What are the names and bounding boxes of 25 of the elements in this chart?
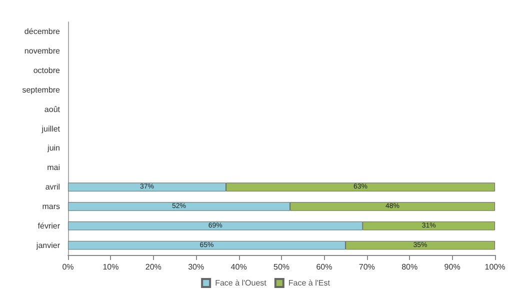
legend-label: Face à l'Ouest — [215, 278, 268, 288]
y-tick-label: novembre — [24, 46, 61, 56]
x-tick-label: 70% — [358, 262, 375, 272]
y-tick-label: octobre — [33, 66, 61, 76]
y-tick-label: juillet — [40, 124, 61, 134]
y-tick-label: juin — [46, 144, 60, 153]
x-tick-label: 10% — [102, 262, 119, 272]
y-tick-label: avril — [45, 182, 60, 192]
x-tick-label: 30% — [188, 262, 204, 272]
y-tick-label: décembre — [24, 27, 61, 36]
y-tick-label: août — [44, 104, 61, 114]
y-tick-label: septembre — [22, 85, 61, 94]
x-tick-label: 40% — [230, 262, 247, 272]
x-tick-label: 80% — [402, 262, 418, 272]
x-tick-label: 20% — [145, 262, 162, 272]
x-tick-label: 90% — [444, 262, 460, 272]
y-tick-label: mai — [47, 163, 60, 172]
y-tick-label: mars — [42, 202, 60, 211]
x-tick-label: 60% — [316, 262, 332, 272]
x-tick-label: 0% — [62, 262, 74, 272]
y-tick-label: février — [38, 221, 60, 230]
legend-label: Face à l'Est — [288, 278, 331, 288]
y-tick-label: janvier — [35, 240, 60, 250]
x-tick-label: 100% — [484, 262, 506, 272]
x-tick-label: 50% — [273, 262, 290, 272]
